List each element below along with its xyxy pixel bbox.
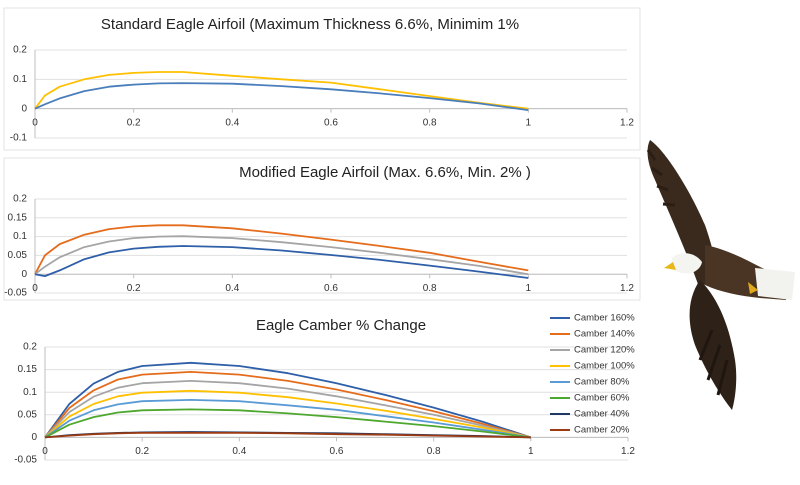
y-tick-label: 0.1 [13,231,27,242]
legend-label: Camber 100% [574,361,635,372]
x-tick-label: 1 [526,283,532,294]
x-tick-label: 1.2 [620,283,634,294]
x-tick-label: 0.4 [225,117,239,128]
chart-frame [3,157,641,301]
y-tick-label: 0.2 [23,342,37,353]
series-line [44,399,531,439]
x-tick-label: 0.8 [423,117,437,128]
series-line [44,361,532,439]
x-tick-label: 0.2 [127,283,141,294]
legend-label: Camber 120% [574,345,635,356]
series-line [34,82,529,111]
series-line [44,389,531,439]
series-line [34,235,529,276]
x-tick-label: 0.6 [324,117,338,128]
x-tick-label: 0.4 [225,283,239,294]
x-tick-label: 1 [528,446,534,457]
series-line [44,371,532,439]
x-tick-label: 0 [32,117,38,128]
chart-title: Modified Eagle Airfoil (Max. 6.6%, Min. … [239,164,531,181]
series-line [44,432,531,439]
x-tick-label: 0.6 [330,446,344,457]
y-tick-label: 0 [21,269,27,280]
legend-label: Camber 160% [574,313,635,324]
x-tick-label: 1.2 [620,117,634,128]
y-tick-label: 0.05 [8,250,28,261]
chart-title: Eagle Camber % Change [256,317,426,334]
x-tick-label: 1.2 [621,446,635,457]
chart-title: Standard Eagle Airfoil (Maximum Thicknes… [101,16,519,33]
eagle-photo [646,140,795,410]
y-tick-label: -0.05 [4,288,27,299]
legend-label: Camber 80% [574,377,630,388]
legend-label: Camber 40% [574,409,630,420]
y-tick-label: 0.15 [8,212,28,223]
x-tick-label: 0.2 [127,117,141,128]
series-line [44,408,531,439]
y-tick-label: 0.2 [13,45,27,56]
y-tick-label: 0 [21,103,27,114]
y-tick-label: -0.05 [14,455,37,466]
y-tick-label: 0.05 [18,409,38,420]
x-tick-label: 0 [32,283,38,294]
y-tick-label: 0.2 [13,194,27,205]
y-tick-label: 0.1 [23,387,37,398]
y-tick-label: 0.15 [18,364,38,375]
series-line [34,224,529,275]
x-tick-label: 0.4 [232,446,246,457]
y-tick-label: 0.1 [13,74,27,85]
legend-label: Camber 20% [574,425,630,436]
x-tick-label: 0.8 [427,446,441,457]
legend-label: Camber 60% [574,393,630,404]
y-tick-label: 0 [31,432,37,443]
x-tick-label: 0.8 [423,283,437,294]
series-line [34,71,529,110]
x-tick-label: 0.2 [135,446,149,457]
series-line [34,245,529,279]
chart-frame [3,7,641,151]
legend-label: Camber 140% [574,329,635,340]
x-tick-label: 1 [526,117,532,128]
x-tick-label: 0.6 [324,283,338,294]
y-tick-label: -0.1 [10,133,28,144]
x-tick-label: 0 [42,446,48,457]
series-line [44,380,532,439]
